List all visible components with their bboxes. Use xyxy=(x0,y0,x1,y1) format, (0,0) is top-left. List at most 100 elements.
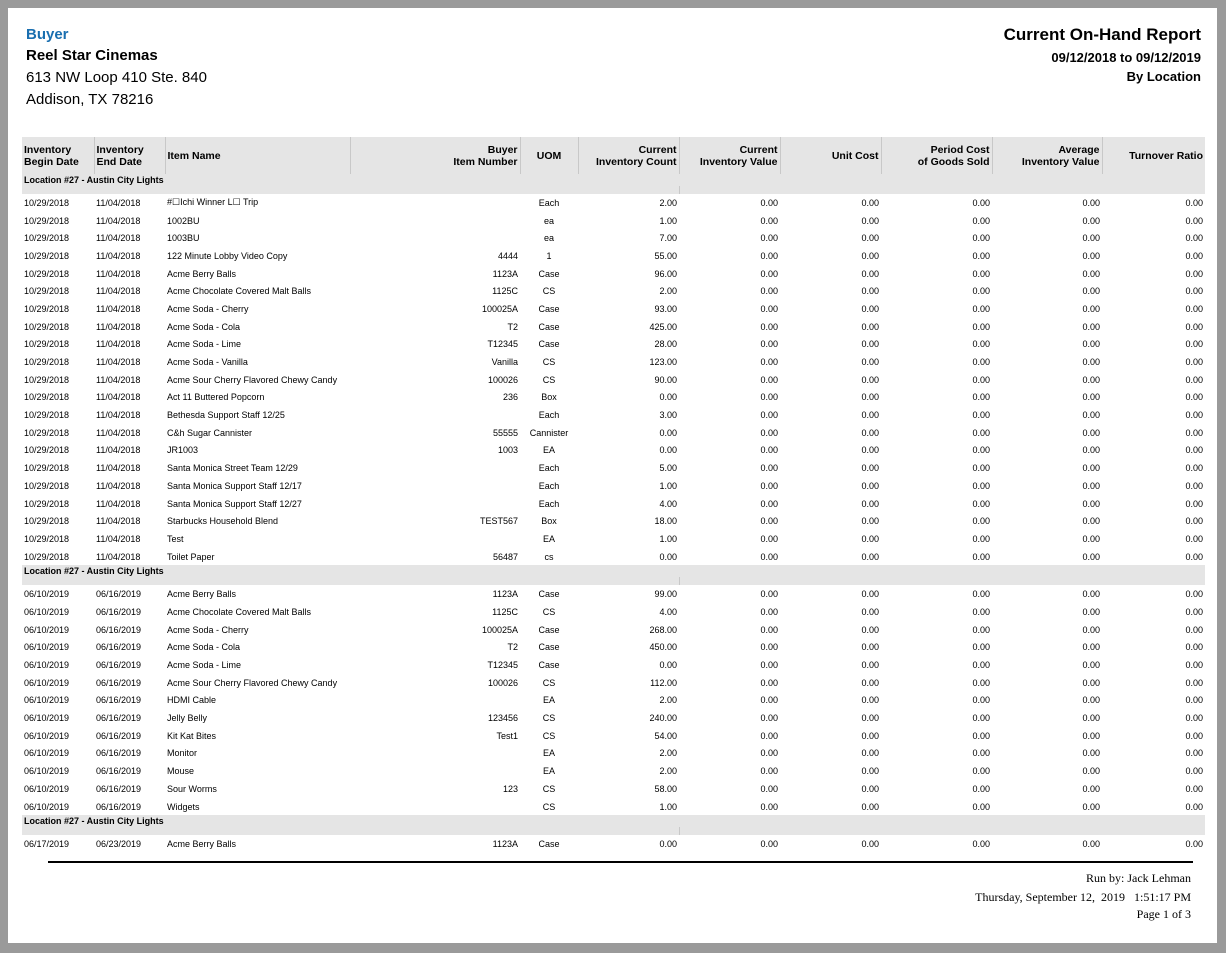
cell-begin-date: 06/10/2019 xyxy=(24,660,70,671)
cell-begin-date: 10/29/2018 xyxy=(24,250,70,261)
cell-end-date: 11/04/2018 xyxy=(96,286,141,297)
table-row: 06/10/2019 06/16/2019 HDMI Cable EA 2.00 0.00… xyxy=(22,692,1205,710)
cell-turnover-ratio: 0.00 xyxy=(1185,766,1203,777)
column-header: Current Inventory Count xyxy=(578,137,680,174)
column-header-line1: Buyer xyxy=(487,143,518,156)
cell-uom: CS xyxy=(542,730,556,741)
location-label: Location #27 - Austin City Lights xyxy=(22,565,1205,578)
cell-end-date: 11/04/2018 xyxy=(96,392,141,403)
cell-item-number xyxy=(350,762,520,780)
cell-inventory-value: 0.00 xyxy=(760,748,778,759)
cell-inventory-value: 0.00 xyxy=(1082,410,1100,421)
cell-item-number xyxy=(350,406,520,424)
cell-item-number xyxy=(350,212,520,230)
table-row: 10/29/2018 11/04/2018 Act 11 Buttered Popc… xyxy=(22,389,1205,407)
cell-turnover-ratio: 0.00 xyxy=(1185,392,1203,403)
cell-unit-cost: 0.00 xyxy=(861,250,879,261)
cell-unit-cost: 0.00 xyxy=(861,516,879,527)
column-header-line1: Current xyxy=(638,143,677,156)
table-row: 10/29/2018 11/04/2018 Acme Berry Balls 1123… xyxy=(22,265,1205,283)
cell-item-number: 1123A xyxy=(492,268,518,279)
cell-item-number xyxy=(350,692,520,710)
cell-item-number: Test1 xyxy=(496,730,518,741)
cell-end-date: 11/04/2018 xyxy=(96,533,141,544)
cell-item-name: Widgets xyxy=(167,801,200,812)
cell-inventory-value: 0.00 xyxy=(760,498,778,509)
cell-item-number: 55555 xyxy=(492,427,518,438)
cell-inventory-count: 268.00 xyxy=(649,624,677,635)
column-header: Inventory End Date xyxy=(94,137,166,174)
cell-end-date: 06/16/2019 xyxy=(96,642,142,653)
table-row: 06/10/2019 06/16/2019 Acme Berry Balls 1123… xyxy=(22,585,1205,603)
cell-end-date: 11/04/2018 xyxy=(96,551,141,562)
cell-item-name: Santa Monica Support Staff 12/27 xyxy=(167,498,302,509)
cell-inventory-value: 0.00 xyxy=(1082,677,1100,688)
cell-item-number: TEST567 xyxy=(479,516,518,527)
column-header-line2: Unit Cost xyxy=(831,149,879,162)
cell-item-name: Acme Soda - Lime xyxy=(167,660,242,671)
cell-unit-cost: 0.00 xyxy=(861,498,879,509)
cell-of-goods-sold: 0.00 xyxy=(972,783,990,794)
cell-begin-date: 10/29/2018 xyxy=(24,498,70,509)
column-header: Current Inventory Value xyxy=(679,137,781,174)
cell-inventory-value: 0.00 xyxy=(1082,533,1100,544)
cell-inventory-value: 0.00 xyxy=(760,533,778,544)
cell-inventory-value: 0.00 xyxy=(760,642,778,653)
cell-unit-cost: 0.00 xyxy=(861,286,879,297)
cell-end-date: 11/04/2018 xyxy=(96,303,141,314)
cell-inventory-count: 2.00 xyxy=(659,766,677,777)
cell-item-name: Acme Berry Balls xyxy=(167,589,237,600)
location-label: Location #27 - Austin City Lights xyxy=(22,815,1205,828)
cell-uom: 1 xyxy=(546,250,552,261)
cell-end-date: 06/16/2019 xyxy=(96,624,142,635)
cell-inventory-count: 99.00 xyxy=(654,589,677,600)
cell-item-name: 122 Minute Lobby Video Copy xyxy=(167,250,288,261)
cell-of-goods-sold: 0.00 xyxy=(972,498,990,509)
cell-item-number: T2 xyxy=(507,321,518,332)
table-row: 06/10/2019 06/16/2019 Jelly Belly 123456 CS 2… xyxy=(22,709,1205,727)
cell-inventory-value: 0.00 xyxy=(1082,321,1100,332)
cell-inventory-value: 0.00 xyxy=(760,660,778,671)
location-label: Location #27 - Austin City Lights xyxy=(22,174,1205,186)
cell-inventory-count: 93.00 xyxy=(654,303,677,314)
grouping-label: By Location xyxy=(1126,69,1201,84)
cell-end-date: 06/16/2019 xyxy=(96,589,142,600)
cell-inventory-value: 0.00 xyxy=(760,374,778,385)
cell-item-number: 100026 xyxy=(487,677,518,688)
cell-inventory-count: 1.00 xyxy=(659,801,677,812)
table-row: 06/10/2019 06/16/2019 Monitor EA 2.00 0.00 0.0… xyxy=(22,745,1205,763)
cell-uom: Case xyxy=(538,660,560,671)
cell-of-goods-sold: 0.00 xyxy=(972,339,990,350)
cell-inventory-count: 123.00 xyxy=(649,357,677,368)
cell-inventory-value: 0.00 xyxy=(1082,783,1100,794)
cell-turnover-ratio: 0.00 xyxy=(1185,551,1203,562)
cell-turnover-ratio: 0.00 xyxy=(1185,463,1203,474)
table-row: 06/10/2019 06/16/2019 Acme Soda - Lime T123… xyxy=(22,656,1205,674)
cell-item-number: 100025A xyxy=(481,303,518,314)
cell-end-date: 11/04/2018 xyxy=(96,480,141,491)
cell-of-goods-sold: 0.00 xyxy=(972,463,990,474)
cell-item-name: Acme Soda - Cherry xyxy=(167,624,249,635)
cell-unit-cost: 0.00 xyxy=(861,268,879,279)
cell-of-goods-sold: 0.00 xyxy=(972,268,990,279)
cell-begin-date: 10/29/2018 xyxy=(24,410,70,421)
cell-uom: Each xyxy=(538,498,560,509)
cell-of-goods-sold: 0.00 xyxy=(972,303,990,314)
cell-item-name: Santa Monica Support Staff 12/17 xyxy=(167,480,302,491)
cell-end-date: 06/16/2019 xyxy=(96,713,142,724)
cell-inventory-value: 0.00 xyxy=(1082,551,1100,562)
cell-item-number xyxy=(350,530,520,548)
cell-begin-date: 10/29/2018 xyxy=(24,339,70,350)
cell-turnover-ratio: 0.00 xyxy=(1185,533,1203,544)
cell-uom: CS xyxy=(542,783,556,794)
footer-divider xyxy=(48,861,1193,863)
cell-end-date: 06/16/2019 xyxy=(96,677,142,688)
cell-inventory-value: 0.00 xyxy=(1082,339,1100,350)
cell-unit-cost: 0.00 xyxy=(861,624,879,635)
cell-end-date: 06/16/2019 xyxy=(96,660,142,671)
column-header-line2: Inventory Value xyxy=(1021,155,1100,168)
column-header-line2: Item Number xyxy=(453,155,518,168)
buyer-label: Buyer xyxy=(26,26,69,43)
report-page: Buyer Reel Star Cinemas 613 NW Loop 410 … xyxy=(8,8,1217,943)
cell-item-name: Acme Berry Balls xyxy=(167,839,237,850)
